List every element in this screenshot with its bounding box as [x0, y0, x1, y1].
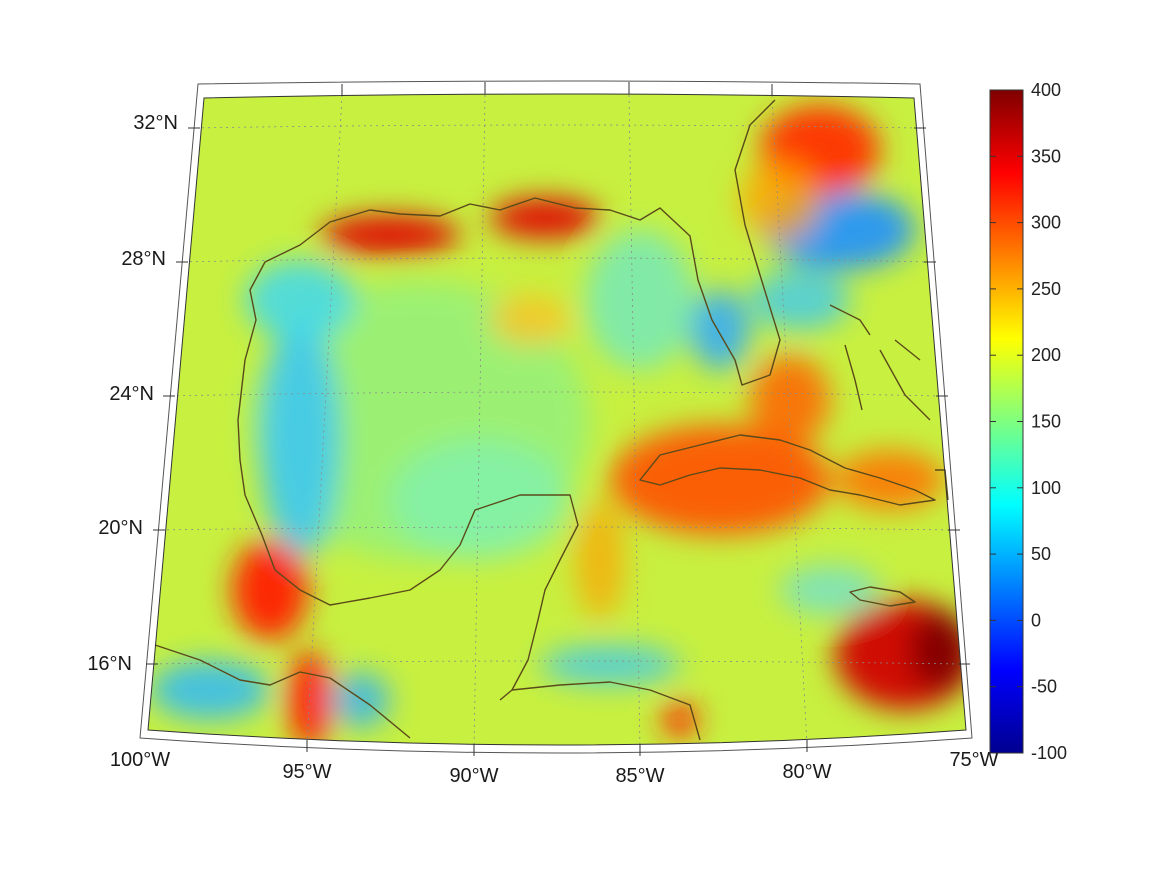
cuba	[639, 434, 936, 506]
lon-label-100: 100°W	[110, 749, 170, 771]
lat-label-20: 20°N	[98, 517, 143, 539]
colorbar-label: 100	[1031, 478, 1061, 498]
pacific-coast	[154, 644, 411, 739]
colorbar-label: 350	[1031, 146, 1061, 166]
lat-label-32: 32°N	[133, 112, 178, 134]
bahamas	[829, 304, 931, 421]
lon-label-85: 85°W	[615, 765, 664, 787]
map-frame-outer	[139, 80, 973, 754]
colorbar-label: 250	[1031, 279, 1061, 299]
colorbar-ticks: 400 350 300 250 200 150 100 50 0 -50 -100	[990, 80, 1067, 763]
longitude-labels: 100°W 95°W 90°W 85°W 80°W 75°W	[110, 749, 999, 787]
tick-marks	[146, 82, 970, 756]
map-frame	[147, 93, 967, 746]
lon-label-75: 75°W	[949, 749, 998, 771]
lon-label-95: 95°W	[282, 761, 331, 783]
colorbar-label: 50	[1031, 544, 1051, 564]
coastlines	[154, 99, 949, 741]
colorbar-label: 300	[1031, 213, 1061, 233]
colorbar-label: 400	[1031, 80, 1061, 100]
mexico-yucatan-coast	[239, 459, 579, 701]
colorbar-label: -100	[1031, 743, 1067, 763]
lat-label-16: 16°N	[87, 653, 132, 675]
graticule	[148, 94, 963, 745]
lat-label-24: 24°N	[109, 383, 154, 405]
lon-label-90: 90°W	[449, 765, 498, 787]
colorbar-label: 0	[1031, 610, 1041, 630]
colorbar: 400 350 300 250 200 150 100 50 0 -50 -100	[989, 80, 1067, 763]
lat-label-28: 28°N	[121, 248, 166, 270]
latitude-labels: 32°N 28°N 24°N 20°N 16°N	[87, 112, 178, 675]
field-layer	[148, 94, 966, 745]
colorbar-label: -50	[1031, 677, 1057, 697]
colorbar-label: 200	[1031, 345, 1061, 365]
colorbar-label: 150	[1031, 412, 1061, 432]
jamaica	[849, 586, 916, 607]
gulf-coast-north	[237, 99, 781, 461]
lon-label-80: 80°W	[782, 761, 831, 783]
central-america-coast	[511, 681, 701, 741]
